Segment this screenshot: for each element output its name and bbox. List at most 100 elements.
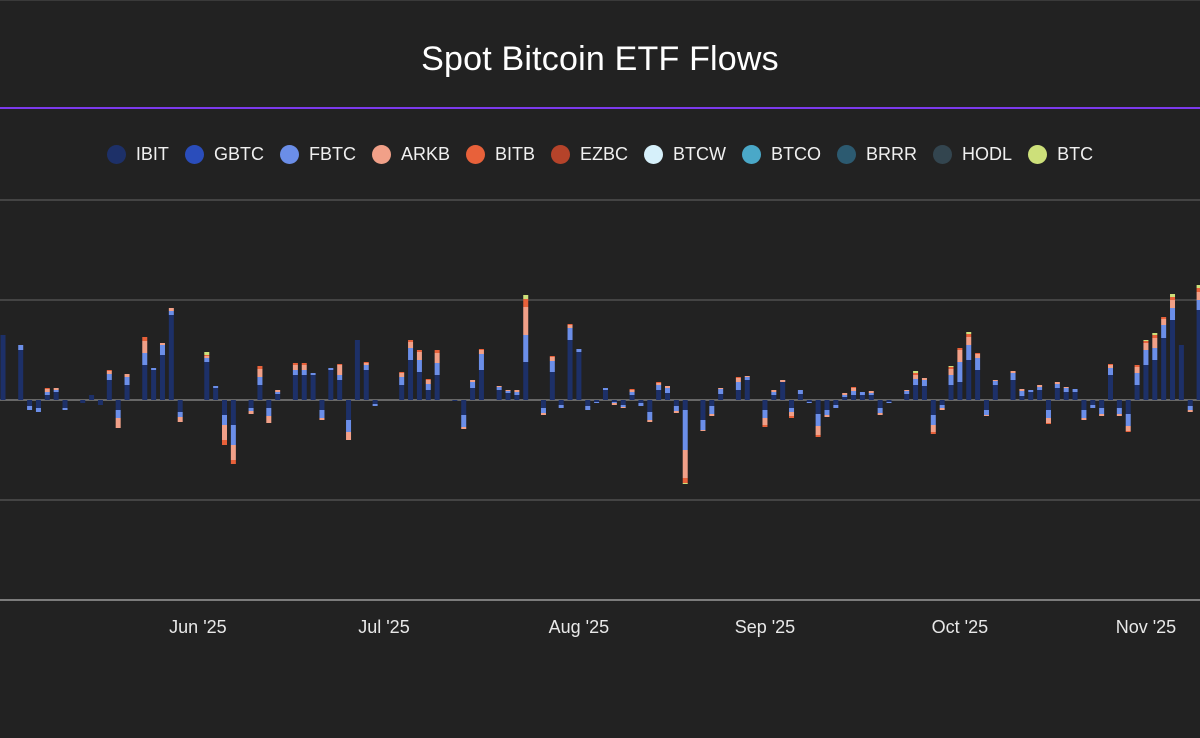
legend-item-btcw[interactable]: BTCW: [644, 144, 726, 165]
legend-label: BTCW: [673, 144, 727, 164]
bar-ibit: [230, 400, 236, 425]
bar-ibit: [159, 355, 165, 400]
bar-bitb: [1170, 297, 1176, 300]
bar-fbtc: [620, 405, 626, 407]
bar-fbtc: [983, 410, 989, 415]
bar-arkb: [1161, 319, 1167, 325]
legend-dot-arkb: [371, 145, 391, 164]
bar-arkb: [275, 390, 281, 392]
bar-fbtc: [1125, 414, 1131, 426]
bar-bitb: [567, 324, 573, 325]
bar-arkb: [1187, 410, 1193, 412]
bar-fbtc: [833, 405, 839, 408]
bar-fbtc: [514, 392, 520, 395]
x-tick-label: Nov '25: [1116, 617, 1176, 637]
bar-fbtc: [301, 370, 307, 375]
bar-fbtc: [44, 392, 50, 395]
bar-fbtc: [1037, 387, 1043, 390]
bar-ibit: [319, 400, 325, 410]
bar-btc: [682, 483, 688, 484]
bar-arkb: [1054, 382, 1060, 384]
legend-item-ezbc[interactable]: EZBC: [551, 144, 628, 165]
bar-arkb: [771, 390, 777, 392]
bar-arkb: [904, 390, 910, 391]
bar-fbtc: [151, 368, 157, 370]
bar-ibit: [213, 388, 219, 400]
bar-btc: [948, 366, 954, 367]
bar-ibit: [647, 400, 653, 412]
legend-label: BTCO: [771, 144, 822, 164]
bar-fbtc: [470, 382, 476, 388]
bar-ibit: [673, 400, 679, 406]
bar-arkb: [868, 391, 874, 393]
bar-fbtc: [789, 408, 795, 412]
bar-fbtc: [35, 408, 41, 412]
bar-ibit: [1170, 320, 1176, 400]
bar-fbtc: [851, 391, 857, 395]
bar-fbtc: [27, 406, 33, 410]
bar-arkb: [514, 390, 520, 392]
bar-ibit: [638, 400, 644, 403]
bar-ibit: [868, 395, 874, 400]
bar-ibit: [1019, 396, 1025, 400]
bar-ibit: [1161, 338, 1167, 400]
bar-fbtc: [904, 391, 910, 394]
bar-arkb: [1037, 385, 1043, 387]
bar-ibit: [585, 400, 591, 406]
bar-arkb: [983, 415, 989, 416]
bar-ibit: [337, 380, 343, 400]
bar-fbtc: [656, 385, 662, 390]
legend-dot-btcw: [644, 145, 664, 164]
bar-arkb: [567, 325, 573, 328]
bar-btc: [966, 332, 972, 334]
bar-bitb: [523, 299, 529, 307]
bar-arkb: [930, 425, 936, 432]
legend-item-brrr[interactable]: BRRR: [837, 144, 917, 165]
legend-item-gbtc[interactable]: GBTC: [184, 144, 264, 165]
bar-ibit: [1125, 400, 1131, 414]
bar-arkb: [53, 388, 59, 390]
bar-fbtc: [1081, 410, 1087, 418]
bar-ibit: [470, 388, 476, 400]
bar-ibit: [1178, 345, 1184, 400]
legend-item-btco[interactable]: BTCO: [742, 144, 821, 165]
bar-fbtc: [948, 375, 954, 385]
bar-ibit: [1134, 385, 1140, 400]
bar-btc: [1170, 294, 1176, 297]
bar-arkb: [1063, 387, 1069, 388]
bar-bitb: [425, 379, 431, 380]
bar-fbtc: [762, 410, 768, 418]
bar-ibit: [425, 390, 431, 400]
bar-ibit: [558, 400, 564, 405]
legend-item-bitb[interactable]: BITB: [465, 144, 535, 165]
bar-bitb: [789, 416, 795, 418]
bar-fbtc: [337, 375, 343, 380]
bar-fbtc: [230, 425, 236, 445]
bar-fbtc: [913, 379, 919, 385]
legend-item-btc[interactable]: BTC: [1028, 144, 1093, 165]
bar-arkb: [718, 388, 724, 389]
legend-dot-gbtc: [184, 145, 204, 164]
legend-item-fbtc[interactable]: FBTC: [279, 144, 356, 165]
bar-arkb: [168, 308, 174, 311]
legend-item-hodl[interactable]: HODL: [933, 144, 1012, 165]
bar-arkb: [549, 357, 555, 361]
bar-arkb: [1045, 418, 1051, 423]
bar-fbtc: [115, 410, 121, 418]
bar-ibit: [328, 370, 334, 400]
bar-ibit: [611, 400, 617, 402]
legend-item-arkb[interactable]: ARKB: [371, 144, 450, 165]
bar-ibit: [1108, 375, 1113, 400]
bar-ibit: [939, 400, 945, 405]
bar-fbtc: [815, 414, 821, 426]
bar-btc: [913, 371, 919, 373]
bar-bitb: [1108, 364, 1113, 365]
bar-arkb: [159, 343, 165, 345]
x-tick-label: Jun '25: [169, 617, 226, 637]
top-border: [0, 0, 1200, 1]
bar-fbtc: [842, 395, 848, 397]
bar-ibit: [399, 385, 405, 400]
bar-ibit: [106, 380, 112, 400]
legend-item-ibit[interactable]: IBIT: [106, 144, 169, 165]
bar-arkb: [939, 408, 945, 410]
